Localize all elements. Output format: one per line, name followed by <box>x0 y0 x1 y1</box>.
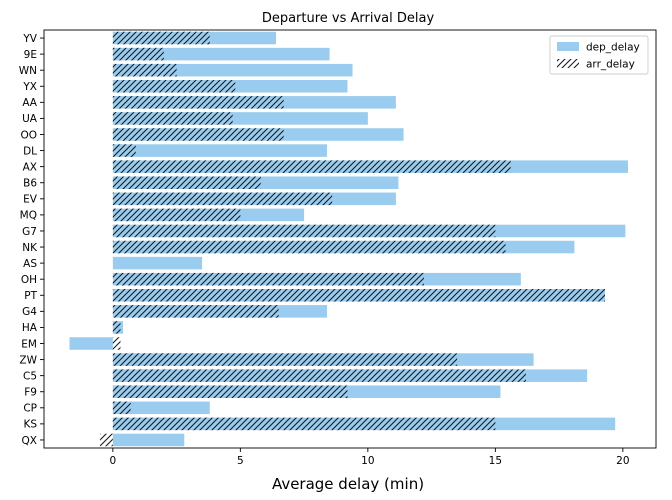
bar-dep-delay-EM <box>69 337 113 350</box>
y-tick-label-YV: YV <box>22 33 37 45</box>
y-tick-label-UA: UA <box>22 113 38 125</box>
bar-arr-delay-OH <box>112 272 424 286</box>
plot-frame <box>43 29 657 449</box>
legend-label-arr-delay: arr_delay <box>586 59 635 71</box>
y-tick-label-NK: NK <box>22 242 38 254</box>
bar-arr-delay-QX <box>100 433 113 447</box>
bar-dep-delay-DL <box>112 144 328 157</box>
legend: dep_delay arr_delay <box>549 35 649 75</box>
y-tick-label-AX: AX <box>23 161 37 173</box>
y-tick-label-YX: YX <box>22 81 37 93</box>
x-tick-label-15: 15 <box>489 455 502 467</box>
y-tick-label-EV: EV <box>23 194 38 206</box>
y-tick-label-AS: AS <box>23 258 37 270</box>
bar-arr-delay-EM <box>112 337 121 350</box>
x-tick-label-10: 10 <box>361 455 374 467</box>
y-tick-label-OH: OH <box>21 274 37 286</box>
x-axis: 0 5 10 15 20 <box>110 448 630 467</box>
bar-arr-delay-KS <box>112 417 496 431</box>
bar-arr-delay-9E <box>112 47 164 61</box>
bar-arr-delay-NK <box>112 240 506 254</box>
bar-arr-delay-CP <box>112 401 131 415</box>
x-tick-label-5: 5 <box>237 455 244 467</box>
y-tick-label-G4: G4 <box>22 306 37 318</box>
bar-arr-delay-AX <box>112 160 511 173</box>
y-tick-label-MQ: MQ <box>20 210 37 222</box>
y-tick-label-G7: G7 <box>22 226 37 238</box>
bar-arr-delay-F9 <box>112 385 348 399</box>
bar-arr-delay-YX <box>112 79 236 93</box>
bar-dep-delay-9E <box>112 47 330 61</box>
y-tick-label-KS: KS <box>23 419 37 431</box>
y-tick-label-WN: WN <box>19 65 37 77</box>
bar-arr-delay-G4 <box>112 305 279 318</box>
bar-arr-delay-UA <box>112 112 233 125</box>
legend-swatch-dep-delay <box>557 42 579 51</box>
x-tick-label-0: 0 <box>110 455 117 467</box>
y-tick-label-HA: HA <box>22 322 38 334</box>
chart-title: Departure vs Arrival Delay <box>262 11 435 26</box>
x-axis-label: Average delay (min) <box>272 475 424 493</box>
bar-arr-delay-AA <box>112 96 284 109</box>
bar-arr-delay-DL <box>112 144 136 157</box>
bar-arr-delay-PT <box>112 288 605 302</box>
legend-swatch-arr-delay <box>557 59 579 68</box>
legend-label-dep-delay: dep_delay <box>586 42 640 54</box>
y-tick-label-B6: B6 <box>23 178 37 190</box>
y-axis: YV 9E WN YX AA UA OO DL AX B6 EV MQ G7 NK AS OH PT G4 HA EM… <box>19 33 44 447</box>
y-tick-label-EM: EM <box>21 338 37 350</box>
bar-arr-delay-G7 <box>112 224 496 238</box>
bar-arr-delay-EV <box>112 192 333 206</box>
y-tick-label-DL: DL <box>23 145 37 157</box>
bar-dep-delay-AS <box>112 256 203 270</box>
y-tick-label-F9: F9 <box>24 387 37 399</box>
bar-dep-delay-QX <box>112 433 185 447</box>
bar-dep-delay-CP <box>112 401 210 415</box>
bars-group <box>69 31 628 447</box>
y-tick-label-AA: AA <box>22 97 37 109</box>
bar-arr-delay-B6 <box>112 176 261 190</box>
y-tick-label-ZW: ZW <box>19 354 37 366</box>
bar-arr-delay-OO <box>112 128 284 141</box>
bar-arr-delay-ZW <box>112 353 458 366</box>
x-tick-label-20: 20 <box>616 455 629 467</box>
y-tick-label-CP: CP <box>23 403 37 415</box>
bar-arr-delay-WN <box>112 63 177 77</box>
bar-arr-delay-MQ <box>112 208 241 222</box>
bar-arr-delay-C5 <box>112 369 526 382</box>
bar-arr-delay-YV <box>112 31 210 45</box>
y-tick-label-OO: OO <box>20 129 37 141</box>
y-tick-label-9E: 9E <box>24 49 37 61</box>
y-tick-label-PT: PT <box>24 290 37 302</box>
y-tick-label-C5: C5 <box>23 370 37 382</box>
y-tick-label-QX: QX <box>22 435 37 447</box>
bar-arr-delay-HA <box>112 321 121 334</box>
